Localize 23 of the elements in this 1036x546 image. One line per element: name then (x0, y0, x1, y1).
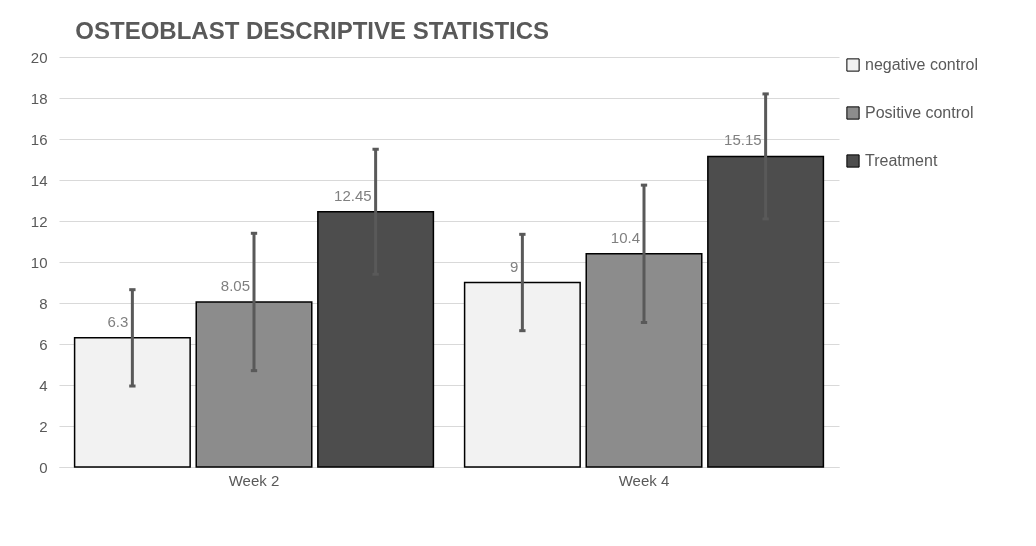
y-tick-label: 8 (39, 294, 48, 312)
x-tick-label: Week 4 (618, 471, 670, 489)
y-tick-label: 10 (30, 253, 48, 271)
y-tick-label: 18 (30, 89, 48, 107)
legend-label: Treatment (865, 152, 938, 169)
x-tick-label: Week 2 (228, 471, 280, 489)
y-tick-label: 20 (30, 48, 48, 66)
data-label: 9 (510, 257, 519, 275)
y-tick-label: 0 (39, 458, 48, 476)
data-label: 15.15 (724, 131, 762, 149)
legend-label: Positive control (865, 104, 974, 121)
y-tick-label: 6 (39, 335, 48, 353)
chart-title: OSTEOBLAST DESCRIPTIVE STATISTICS (75, 17, 550, 44)
y-tick-label: 2 (39, 417, 48, 435)
legend-label: negative control (865, 56, 978, 73)
data-label: 6.3 (107, 312, 129, 330)
y-tick-label: 14 (30, 171, 48, 189)
data-label: 10.4 (610, 228, 640, 246)
y-tick-label: 12 (30, 212, 48, 230)
y-tick-label: 16 (30, 130, 48, 148)
y-tick-label: 4 (39, 376, 48, 394)
data-label: 12.45 (334, 186, 372, 204)
data-label: 8.05 (220, 276, 250, 294)
